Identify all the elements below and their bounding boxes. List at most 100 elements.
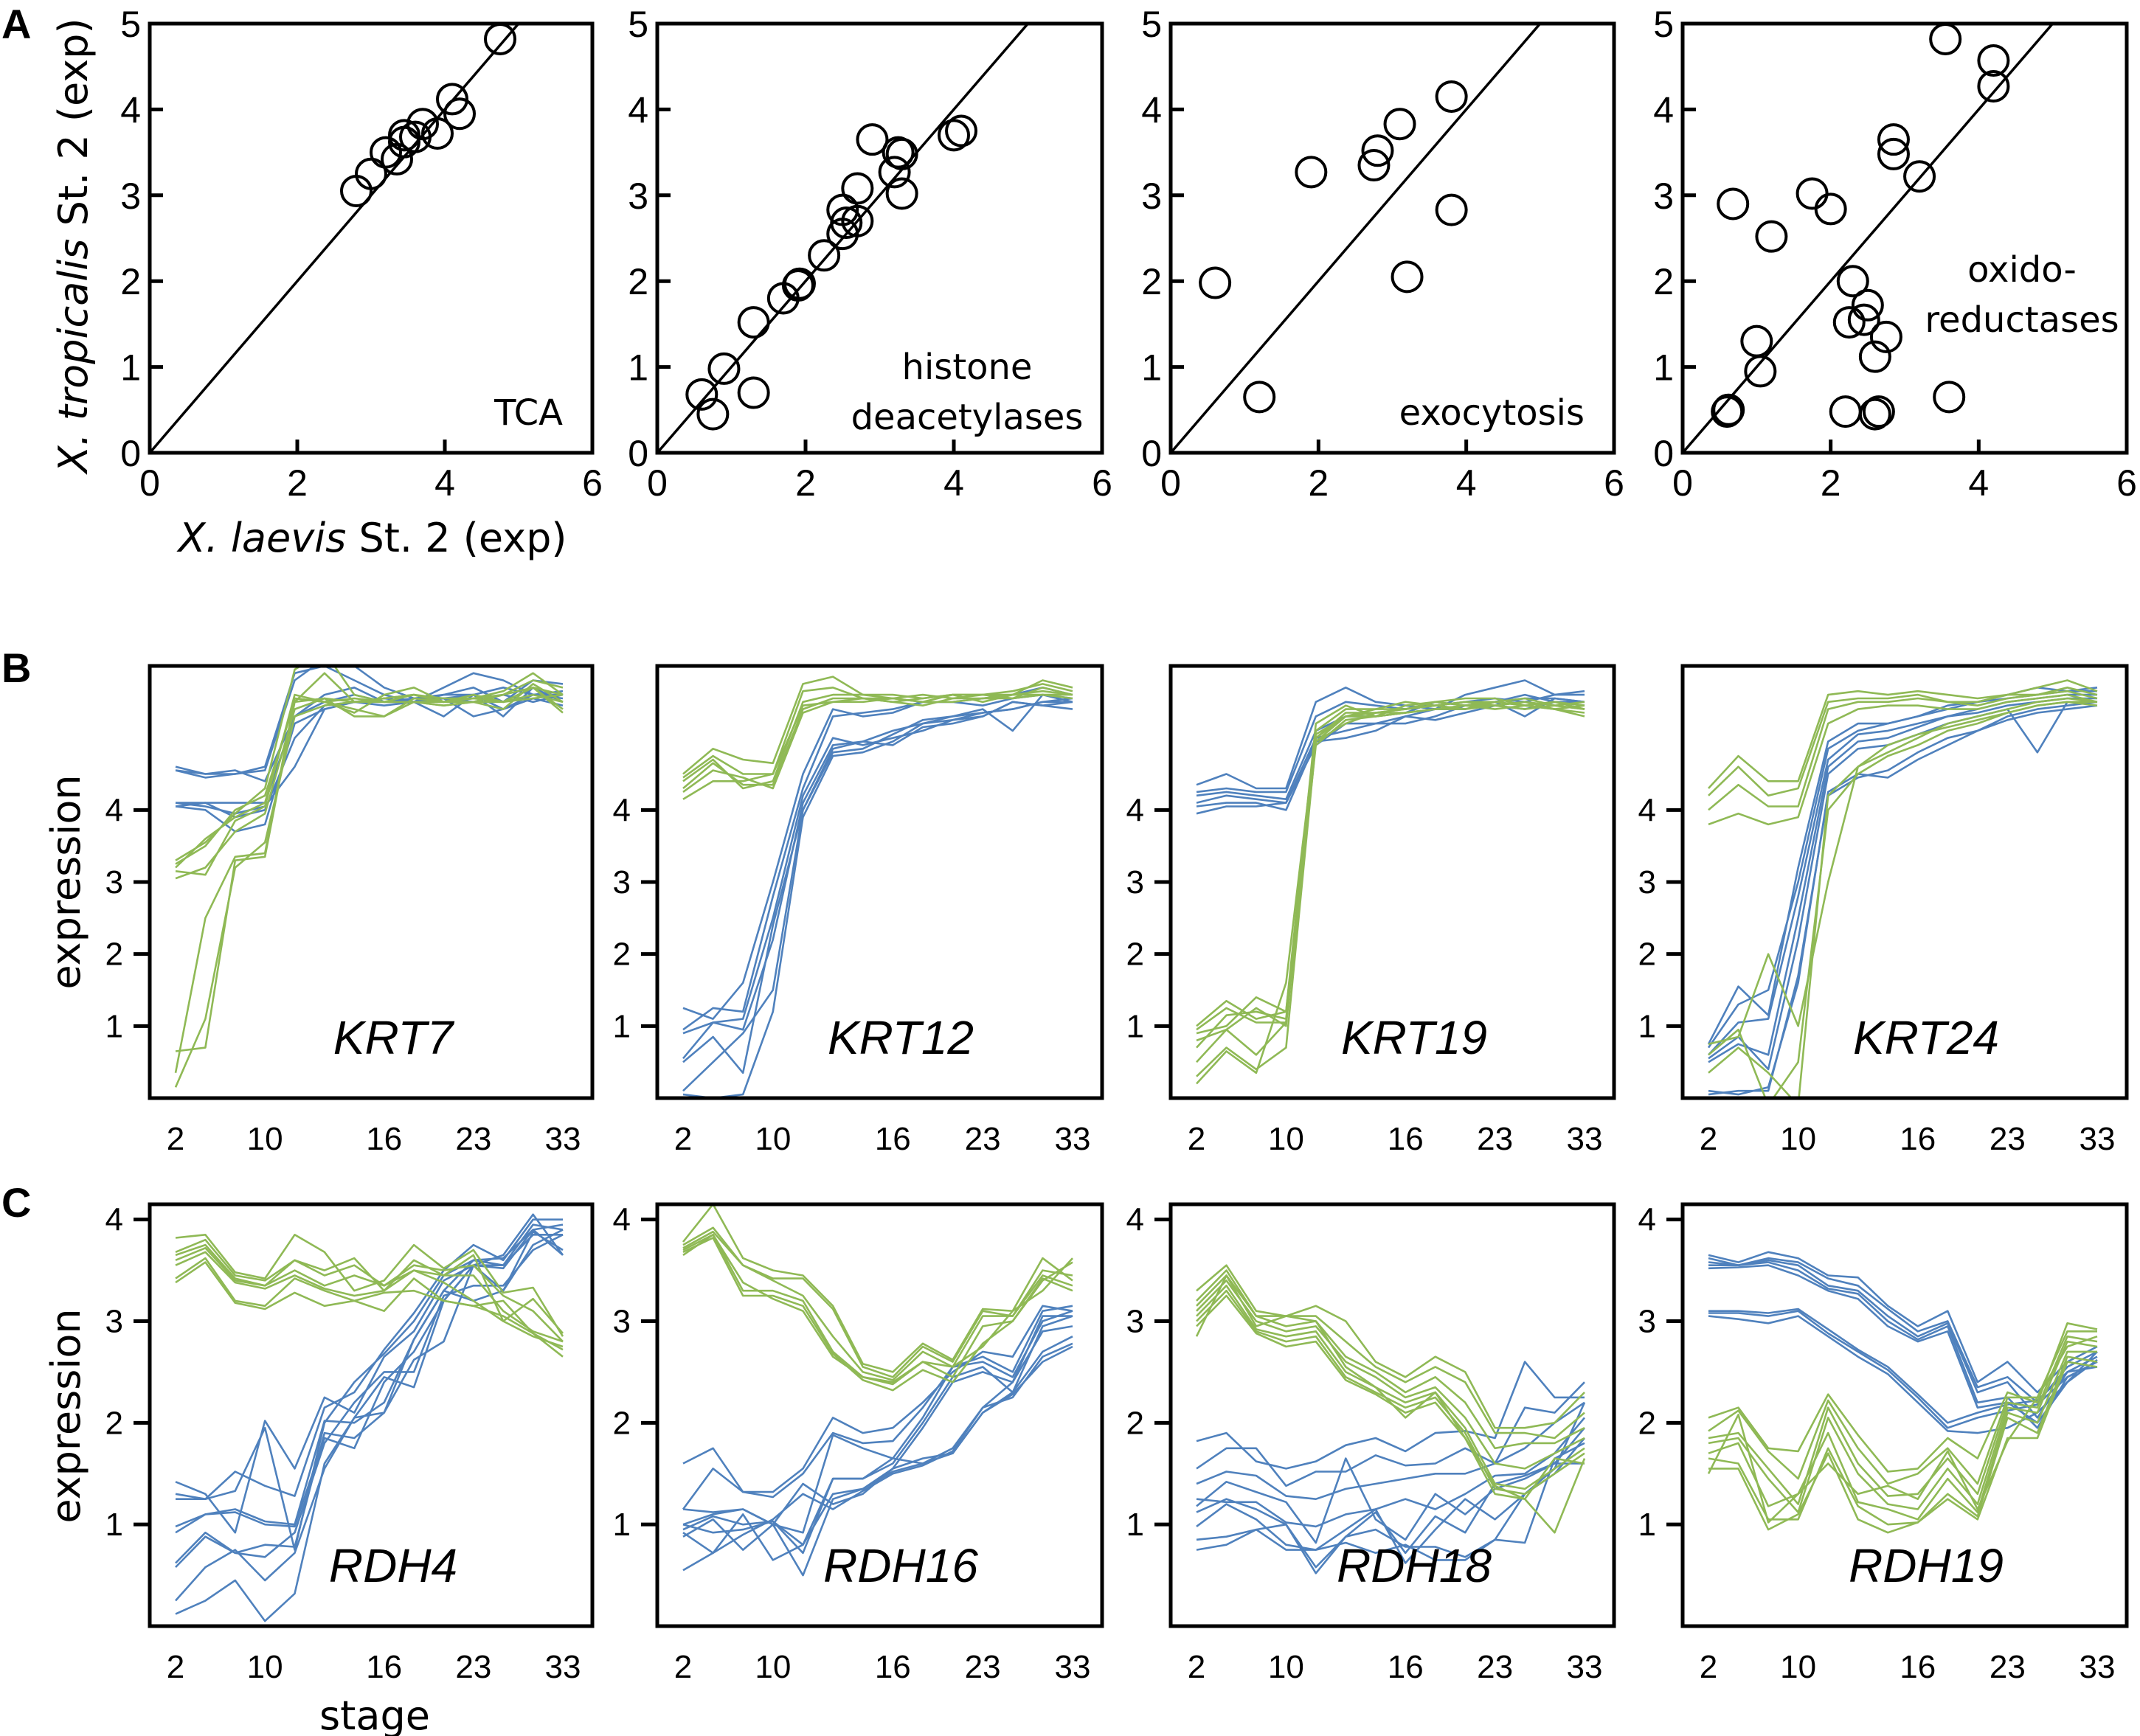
stage-tick-label: 16 xyxy=(366,1121,402,1157)
stage-tick-label: 10 xyxy=(247,1649,283,1685)
plot-area xyxy=(1171,24,1542,453)
stage-tick-label: 33 xyxy=(1567,1649,1603,1685)
stage-tick-label: 10 xyxy=(755,1121,791,1157)
plot-area xyxy=(657,24,1029,453)
y-tick-label: 1 xyxy=(1126,1507,1144,1543)
series-line-laevis xyxy=(1708,1251,2098,1394)
series-line-tropicalis xyxy=(1708,690,2098,811)
data-point xyxy=(878,156,911,189)
plot-area xyxy=(1195,1264,1586,1574)
series-line-tropicalis xyxy=(1708,1350,2097,1521)
series-line-laevis xyxy=(682,1315,1073,1555)
data-point xyxy=(707,352,741,385)
x-tick-label: 0 xyxy=(139,462,160,504)
y-tick-label: 1 xyxy=(1141,347,1162,389)
data-point xyxy=(1199,266,1232,299)
category-label-line: histone xyxy=(902,347,1033,388)
a-x-axis-title-rest: St. 2 (exp) xyxy=(346,515,567,561)
series-line-tropicalis xyxy=(1196,1269,1585,1440)
y-tick-label: 4 xyxy=(1653,89,1674,131)
data-point xyxy=(1862,395,1895,428)
series-line-tropicalis xyxy=(175,1234,564,1337)
data-point xyxy=(1832,306,1866,339)
x-tick-label: 6 xyxy=(582,462,603,504)
series-line-tropicalis xyxy=(175,1247,564,1343)
series-line-tropicalis xyxy=(1708,1335,2098,1505)
series-line-tropicalis xyxy=(1196,697,1585,1027)
plot-frame xyxy=(1168,664,1616,1100)
category-label: TCA xyxy=(494,392,563,434)
stage-tick-label: 2 xyxy=(167,1121,184,1157)
series-line-tropicalis xyxy=(175,1243,564,1343)
a-x-axis-title: X. laevis St. 2 (exp) xyxy=(176,515,567,561)
data-point xyxy=(1814,192,1847,226)
y-tick-label: 3 xyxy=(105,1304,123,1340)
c-x-axis-title: stage xyxy=(319,1692,430,1736)
stage-tick-label: 2 xyxy=(1188,1649,1205,1685)
plot-frame xyxy=(1680,21,2129,455)
plot-area xyxy=(1683,24,2054,453)
series-line-laevis xyxy=(1196,1462,1585,1569)
plot-frame xyxy=(655,21,1104,455)
x-tick-label: 2 xyxy=(1308,462,1329,504)
data-point xyxy=(1435,193,1468,226)
series-line-laevis xyxy=(1196,697,1585,804)
plot-frame xyxy=(1168,1202,1616,1628)
gene-label: KRT19 xyxy=(1341,1011,1487,1064)
y-tick-label: 4 xyxy=(120,89,141,131)
data-point xyxy=(381,142,413,176)
y-tick-label: 2 xyxy=(1141,261,1162,302)
data-point xyxy=(737,306,770,339)
b-y-axis-title: expression xyxy=(43,774,89,989)
stage-tick-label: 33 xyxy=(545,1649,581,1685)
stage-tick-label: 16 xyxy=(1900,1649,1936,1685)
y-tick-label: 1 xyxy=(628,347,648,389)
x-tick-label: 6 xyxy=(1092,462,1112,504)
series-line-laevis xyxy=(1708,1261,2098,1429)
stage-tick-label: 23 xyxy=(1990,1121,2026,1157)
plot-frame xyxy=(1680,1202,2129,1628)
data-point xyxy=(1929,24,1962,55)
plot-frame xyxy=(148,664,595,1100)
data-point xyxy=(1877,123,1910,156)
stage-tick-label: 10 xyxy=(247,1121,283,1157)
series-line-tropicalis xyxy=(1708,679,2098,789)
y-tick-label: 1 xyxy=(1126,1008,1144,1044)
data-point xyxy=(1391,260,1424,294)
data-point xyxy=(1357,149,1391,182)
plot-area xyxy=(1707,1251,2098,1534)
y-tick-label: 4 xyxy=(1126,792,1144,828)
data-point xyxy=(830,206,863,240)
stage-tick-label: 23 xyxy=(1990,1649,2026,1685)
series-line-laevis xyxy=(1196,1427,1585,1544)
y-tick-label: 2 xyxy=(1638,937,1656,973)
category-label-line: oxido- xyxy=(1967,249,2077,291)
stage-tick-label: 2 xyxy=(1188,1121,1205,1157)
data-point xyxy=(484,24,516,55)
gene-label: KRT7 xyxy=(333,1011,455,1064)
series-line-laevis xyxy=(682,693,1073,1031)
category-label-line: reductases xyxy=(1925,299,2119,341)
series-line-tropicalis xyxy=(1196,1280,1585,1470)
y-tick-label: 2 xyxy=(120,261,141,302)
series-line-tropicalis xyxy=(1708,1355,2098,1526)
y-tick-label: 1 xyxy=(1638,1507,1656,1543)
y-tick-label: 1 xyxy=(613,1507,631,1543)
plot-area xyxy=(174,666,564,1088)
y-tick-label: 1 xyxy=(1638,1008,1656,1044)
plot-area xyxy=(682,676,1073,1098)
series-line-laevis xyxy=(682,701,1073,1074)
chart-a2: 0 1 2 3 4 5 0 2 4 6 histone deacetylases xyxy=(628,4,1112,504)
stage-tick-label: 33 xyxy=(545,1121,581,1157)
stage-tick-label: 33 xyxy=(1567,1121,1603,1157)
series-line-laevis xyxy=(175,1229,564,1622)
x-tick-label: 0 xyxy=(647,462,668,504)
panel-letter-c: C xyxy=(1,1179,31,1226)
stage-tick-label: 23 xyxy=(455,1649,491,1685)
series-line-tropicalis xyxy=(175,683,564,876)
series-line-tropicalis xyxy=(1195,1274,1585,1500)
data-point xyxy=(1712,393,1745,426)
series-line-laevis xyxy=(682,1305,1073,1510)
data-point xyxy=(885,137,918,170)
stage-tick-label: 33 xyxy=(1055,1121,1091,1157)
